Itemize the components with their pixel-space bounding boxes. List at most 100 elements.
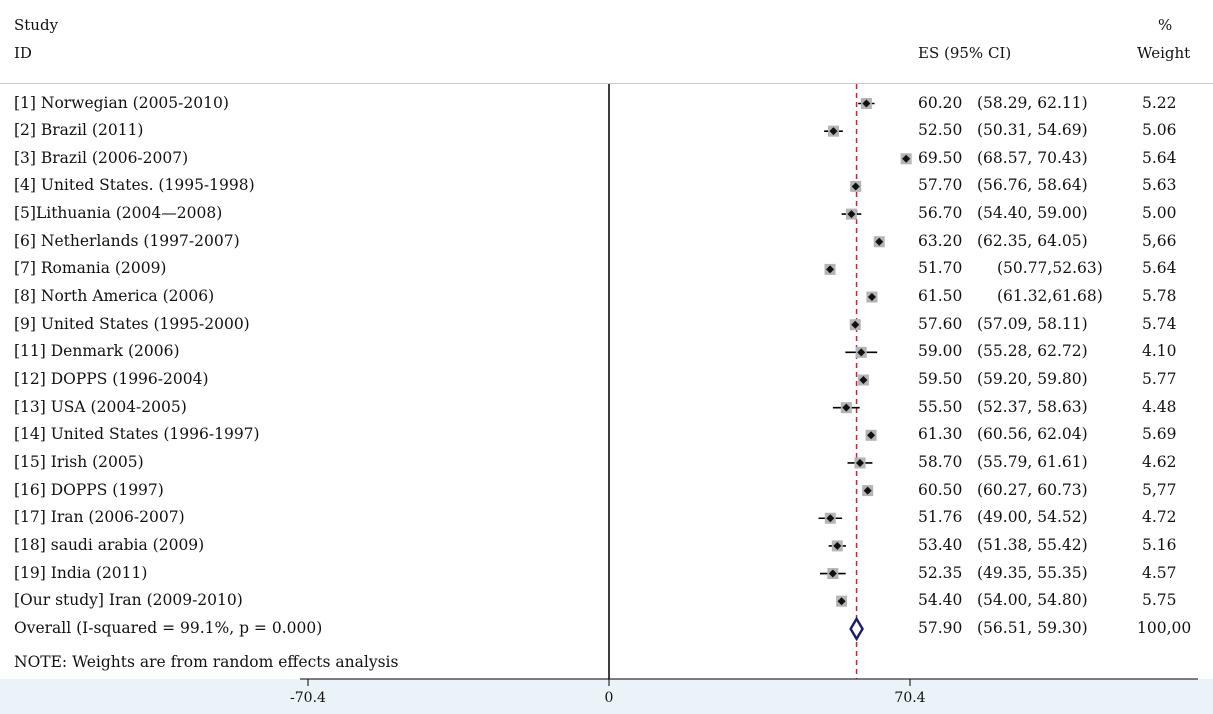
axis-band — [0, 679, 1213, 714]
point-estimate — [847, 210, 856, 219]
effect-size-value: 59.00 — [918, 342, 963, 361]
weight-value: 5.77 — [1142, 370, 1177, 388]
weight-value: 5.78 — [1142, 287, 1177, 306]
point-estimate — [875, 237, 884, 246]
effect-size-value: 57.70 — [918, 176, 963, 195]
study-label: [13] USA (2004-2005) — [14, 397, 187, 416]
confidence-interval: (49.35, 55.35) — [977, 563, 1088, 582]
es-header: ES (95% CI) — [918, 44, 1012, 62]
point-estimate — [826, 514, 835, 523]
point-estimate — [902, 154, 911, 163]
effect-size-value: 51.76 — [918, 508, 963, 527]
point-estimate — [855, 458, 864, 467]
weights-note: NOTE: Weights are from random effects an… — [14, 653, 399, 671]
confidence-interval: (51.38, 55.42) — [977, 535, 1088, 554]
point-estimate — [857, 348, 866, 357]
study-label: [19] India (2011) — [14, 563, 148, 582]
header-divider — [0, 83, 1213, 84]
study-label: [17] Iran (2006-2007) — [14, 508, 185, 527]
effect-size-value: 61.30 — [918, 425, 963, 444]
study-label: [18] saudi arabia (2009) — [14, 535, 205, 554]
weight-value: 5,77 — [1142, 480, 1177, 499]
study-label: [Our study] Iran (2009-2010) — [14, 591, 243, 610]
x-tick-label: 70.4 — [894, 690, 926, 706]
effect-size-value: 55.50 — [918, 397, 963, 416]
confidence-interval: (68.57, 70.43) — [977, 148, 1088, 167]
confidence-interval: (60.56, 62.04) — [977, 425, 1088, 444]
overall-weight: 100,00 — [1137, 618, 1192, 637]
effect-size-value: 52.35 — [918, 563, 963, 582]
point-estimate — [867, 293, 876, 302]
weight-value: 4.62 — [1142, 452, 1177, 471]
confidence-interval: (61.32,61.68) — [997, 287, 1103, 306]
study-label: [9] United States (1995-2000) — [14, 314, 250, 333]
effect-size-value: 63.20 — [918, 231, 963, 250]
point-estimate — [867, 431, 876, 440]
confidence-interval: (54.00, 54.80) — [977, 591, 1088, 610]
weight-percent-header: % — [1158, 16, 1173, 34]
weight-value: 5.06 — [1142, 121, 1177, 140]
study-label: [1] Norwegian (2005-2010) — [14, 93, 229, 112]
confidence-interval: (55.28, 62.72) — [977, 342, 1088, 361]
confidence-interval: (50.31, 54.69) — [977, 121, 1088, 140]
weight-value: 5.22 — [1142, 93, 1177, 112]
effect-size-value: 52.50 — [918, 121, 963, 140]
effect-size-value: 61.50 — [918, 287, 963, 306]
study-label: [12] DOPPS (1996-2004) — [14, 370, 209, 388]
id-header: ID — [14, 44, 32, 62]
weight-value: 4.57 — [1142, 563, 1177, 582]
confidence-interval: (52.37, 58.63) — [977, 397, 1088, 416]
effect-size-value: 60.50 — [918, 480, 963, 499]
effect-size-value: 56.70 — [918, 204, 963, 223]
weight-value: 5.64 — [1142, 259, 1177, 278]
weight-value: 5.16 — [1142, 535, 1177, 554]
effect-size-value: 51.70 — [918, 259, 963, 278]
overall-label: Overall (I-squared = 99.1%, p = 0.000) — [14, 618, 323, 637]
effect-size-value: 53.40 — [918, 535, 963, 554]
study-label: [11] Denmark (2006) — [14, 342, 180, 361]
study-header: Study — [14, 16, 59, 34]
overall-diamond — [849, 616, 864, 642]
confidence-interval: (60.27, 60.73) — [977, 480, 1088, 499]
point-estimate — [828, 569, 837, 578]
weight-value: 5.69 — [1142, 425, 1177, 444]
study-label: [14] United States (1996-1997) — [14, 425, 260, 444]
weight-value: 5.64 — [1142, 148, 1177, 167]
effect-size-value: 69.50 — [918, 148, 963, 167]
point-estimate — [829, 127, 838, 136]
point-estimate — [863, 486, 872, 495]
x-tick-label: 0 — [604, 690, 614, 706]
study-label: [7] Romania (2009) — [14, 259, 167, 278]
weight-value: 4.48 — [1142, 397, 1177, 416]
point-estimate — [842, 403, 851, 412]
weight-value: 5.63 — [1142, 176, 1177, 195]
weight-value: 5.74 — [1142, 314, 1177, 333]
study-label: [6] Netherlands (1997-2007) — [14, 231, 240, 250]
study-label: [3] Brazil (2006-2007) — [14, 148, 189, 167]
weight-value: 4.10 — [1142, 342, 1177, 361]
point-estimate — [862, 99, 871, 108]
confidence-interval: (56.76, 58.64) — [977, 176, 1088, 195]
confidence-interval: (57.09, 58.11) — [977, 314, 1088, 333]
weight-value: 4.72 — [1142, 508, 1177, 527]
confidence-interval: (59.20, 59.80) — [977, 370, 1088, 388]
confidence-interval: (62.35, 64.05) — [977, 231, 1088, 250]
point-estimate — [826, 265, 835, 274]
point-estimate — [851, 182, 860, 191]
confidence-interval: (55.79, 61.61) — [977, 452, 1088, 471]
study-label: [8] North America (2006) — [14, 287, 215, 306]
point-estimate — [837, 597, 846, 606]
confidence-interval: (58.29, 62.11) — [977, 93, 1088, 112]
effect-size-value: 59.50 — [918, 370, 963, 388]
x-tick-label: -70.4 — [290, 690, 326, 706]
effect-size-value: 60.20 — [918, 93, 963, 112]
study-label: [5]Lithuania (2004—2008) — [14, 204, 223, 223]
effect-size-value: 57.60 — [918, 314, 963, 333]
confidence-interval: (50.77,52.63) — [997, 259, 1103, 278]
effect-size-value: 58.70 — [918, 452, 963, 471]
point-estimate — [859, 376, 868, 384]
confidence-interval: (49.00, 54.52) — [977, 508, 1088, 527]
confidence-interval: (54.40, 59.00) — [977, 204, 1088, 223]
effect-size-value: 54.40 — [918, 591, 963, 610]
